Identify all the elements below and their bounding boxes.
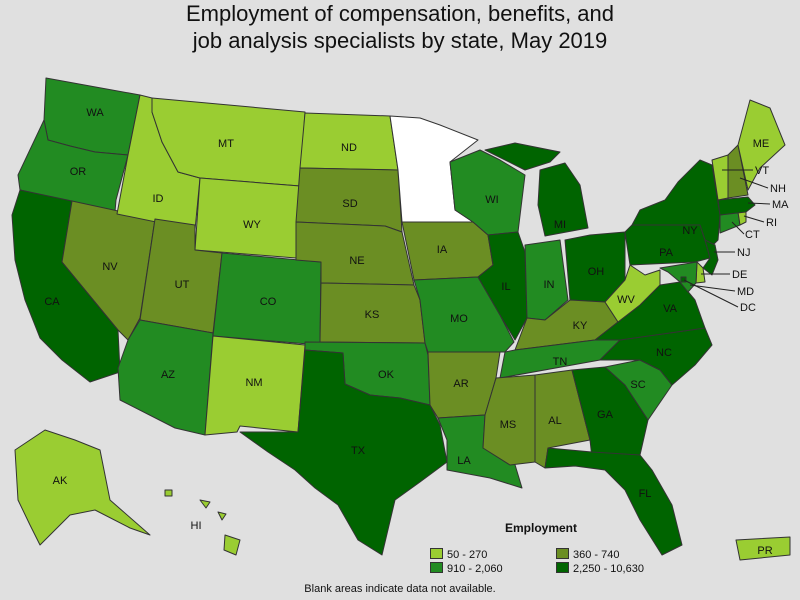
label-mo: MO: [450, 313, 468, 325]
label-pa: PA: [659, 247, 674, 259]
label-al: AL: [548, 415, 561, 427]
legend-item-tier-1: 50 - 270: [430, 548, 487, 561]
label-ct: CT: [745, 229, 760, 241]
state-PR[interactable]: [735, 536, 791, 561]
legend-label-tier-3: 910 - 2,060: [447, 563, 503, 575]
state-MI[interactable]: [484, 142, 589, 237]
label-nd: ND: [341, 142, 357, 154]
label-nm: NM: [245, 377, 262, 389]
state-TX[interactable]: [239, 349, 448, 556]
label-ak: AK: [53, 475, 68, 487]
label-ri: RI: [766, 217, 777, 229]
label-ma: MA: [772, 199, 789, 211]
label-wy: WY: [243, 219, 261, 231]
label-or: OR: [70, 166, 87, 178]
legend-title: Employment: [505, 521, 578, 535]
label-nv: NV: [102, 261, 118, 273]
legend-label-tier-2: 360 - 740: [573, 549, 620, 561]
state-DC[interactable]: [680, 276, 687, 283]
label-va: VA: [663, 303, 678, 315]
label-il: IL: [501, 281, 510, 293]
legend-label-tier-1: 50 - 270: [447, 549, 488, 561]
legend-item-tier-2: 360 - 740: [556, 548, 619, 561]
state-MD[interactable]: [659, 261, 698, 293]
leader-ri: [743, 215, 765, 223]
title-line-2: job analysis specialists by state, May 2…: [192, 28, 608, 53]
leader-nh: [739, 177, 769, 189]
label-wv: WV: [617, 294, 635, 306]
label-ky: KY: [573, 320, 588, 332]
label-ks: KS: [365, 309, 380, 321]
label-de: DE: [732, 269, 747, 281]
label-oh: OH: [588, 266, 605, 278]
label-md: MD: [737, 286, 754, 298]
state-HI[interactable]: [164, 489, 241, 556]
label-ms: MS: [500, 419, 517, 431]
state-IN[interactable]: [524, 239, 569, 321]
state-ME[interactable]: [737, 99, 786, 191]
label-ga: GA: [597, 409, 614, 421]
label-tn: TN: [553, 356, 568, 368]
legend-label-tier-4: 2,250 - 10,630: [573, 563, 644, 575]
label-ia: IA: [437, 244, 448, 256]
label-nh: NH: [770, 183, 786, 195]
state-RI[interactable]: [737, 211, 747, 226]
label-co: CO: [260, 296, 277, 308]
state-OR[interactable]: [17, 119, 129, 213]
footnote: Blank areas indicate data not available.: [304, 583, 496, 595]
legend-swatch-tier-1: [430, 548, 443, 559]
legend-swatch-tier-2: [556, 548, 569, 559]
leader-md: [689, 284, 736, 292]
label-me: ME: [753, 138, 770, 150]
label-ca: CA: [44, 296, 60, 308]
legend-item-tier-4: 2,250 - 10,630: [556, 562, 644, 575]
label-dc: DC: [740, 302, 756, 314]
label-id: ID: [153, 193, 164, 205]
state-IL[interactable]: [477, 231, 528, 341]
label-az: AZ: [161, 369, 175, 381]
label-ar: AR: [453, 378, 468, 390]
label-sd: SD: [342, 198, 357, 210]
label-nj: NJ: [737, 247, 750, 259]
label-sc: SC: [630, 379, 645, 391]
leader-ct: [731, 221, 745, 235]
leader-dc: [683, 279, 739, 308]
state-AK[interactable]: [14, 429, 151, 546]
label-ok: OK: [378, 369, 395, 381]
legend-swatch-tier-3: [430, 562, 443, 573]
state-IA[interactable]: [401, 221, 494, 281]
state-NJ[interactable]: [702, 239, 719, 276]
state-FL[interactable]: [544, 447, 683, 556]
label-wa: WA: [86, 107, 104, 119]
label-pr: PR: [757, 545, 772, 557]
title-line-1: Employment of compensation, benefits, an…: [185, 1, 615, 26]
legend-item-tier-3: 910 - 2,060: [430, 562, 503, 575]
label-in: IN: [544, 279, 555, 291]
map-title: Employment of compensation, benefits, an…: [0, 0, 800, 54]
label-vt: VT: [755, 165, 769, 177]
state-WY[interactable]: [194, 177, 301, 259]
label-hi: HI: [191, 520, 202, 532]
label-fl: FL: [639, 488, 652, 500]
legend-swatch-tier-4: [556, 562, 569, 573]
label-la: LA: [457, 455, 471, 467]
label-wi: WI: [485, 194, 498, 206]
leader-ma: [747, 202, 771, 205]
label-ut: UT: [175, 279, 190, 291]
label-tx: TX: [351, 445, 366, 457]
state-NH[interactable]: [727, 144, 749, 199]
label-nc: NC: [656, 347, 672, 359]
label-mt: MT: [218, 138, 234, 150]
state-MA[interactable]: [717, 196, 756, 216]
label-mi: MI: [554, 219, 566, 231]
label-ne: NE: [349, 255, 364, 267]
label-ny: NY: [682, 225, 698, 237]
state-WV[interactable]: [604, 264, 661, 323]
